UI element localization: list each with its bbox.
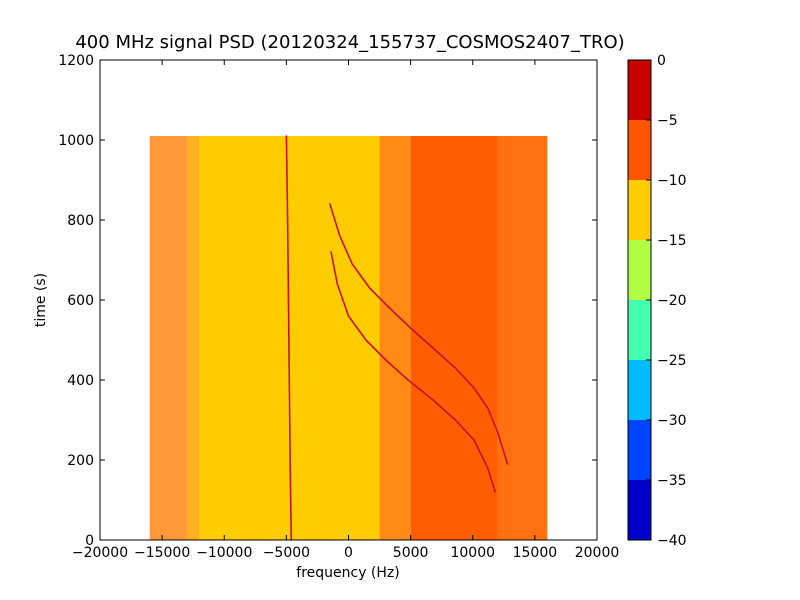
signal-traces [285, 135, 509, 541]
colorbar-segment [628, 180, 651, 240]
x-tick-label: 20000 [575, 545, 620, 561]
heatmap-band [379, 136, 411, 540]
x-tick-label: 5000 [393, 545, 429, 561]
y-tick-label: 800 [67, 213, 94, 229]
colorbar-tick-label: −40 [657, 533, 687, 549]
y-tick-label: 1000 [58, 133, 94, 149]
colorbar: −40 −35 −30 −25 −20 −15 −10 −5 0 [627, 53, 687, 549]
signal-trace [330, 251, 496, 493]
colorbar-segment [628, 480, 651, 540]
colorbar-segment [628, 120, 651, 180]
colorbar-segment [628, 300, 651, 360]
heatmap-band [186, 136, 200, 540]
x-tick-label: −5000 [263, 545, 310, 561]
colorbar-segment [628, 240, 651, 300]
x-tick-label: 0 [344, 545, 353, 561]
y-tick-label: 0 [85, 533, 94, 549]
x-tick-label: −10000 [196, 545, 252, 561]
signal-trace [285, 135, 293, 541]
heatmap-band [497, 136, 548, 540]
x-tick-label: 10000 [450, 545, 495, 561]
y-tick-label: 600 [67, 293, 94, 309]
colorbar-tick-label: −5 [657, 113, 678, 129]
x-axis: −20000 −15000 −10000 −5000 0 5000 10000 15000 20… [72, 60, 619, 561]
y-axis: 0 200 400 600 800 1000 1200 [58, 53, 597, 549]
x-tick-label: −20000 [72, 545, 128, 561]
y-tick-label: 200 [67, 453, 94, 469]
x-tick-label: 15000 [513, 545, 558, 561]
colorbar-tick-label: −25 [657, 353, 687, 369]
y-axis-label: time (s) [33, 273, 49, 327]
colorbar-segment [628, 360, 651, 420]
colorbar-segment [628, 60, 651, 120]
heatmap-band [410, 136, 498, 540]
colorbar-tick-label: 0 [657, 53, 666, 69]
colorbar-tick-label: −35 [657, 473, 687, 489]
signal-trace [329, 203, 509, 465]
y-tick-label: 1200 [58, 53, 94, 69]
y-tick-label: 400 [67, 373, 94, 389]
x-tick-label: −15000 [134, 545, 190, 561]
colorbar-tick-label: −10 [657, 173, 687, 189]
colorbar-segment [628, 420, 651, 480]
plot-area: −20000 −15000 −10000 −5000 0 5000 10000 15000 20… [58, 53, 619, 561]
colorbar-tick-label: −20 [657, 293, 687, 309]
heatmap [149, 136, 548, 540]
colorbar-tick-label: −30 [657, 413, 687, 429]
colorbar-tick-label: −15 [657, 233, 687, 249]
heatmap-band [149, 136, 187, 540]
x-axis-label: frequency (Hz) [296, 565, 399, 581]
chart-title: 400 MHz signal PSD (20120324_155737_COSM… [75, 32, 624, 53]
